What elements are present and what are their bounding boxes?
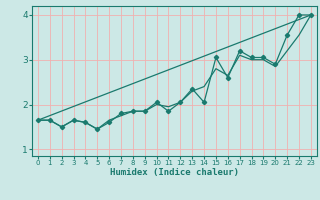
- X-axis label: Humidex (Indice chaleur): Humidex (Indice chaleur): [110, 168, 239, 177]
